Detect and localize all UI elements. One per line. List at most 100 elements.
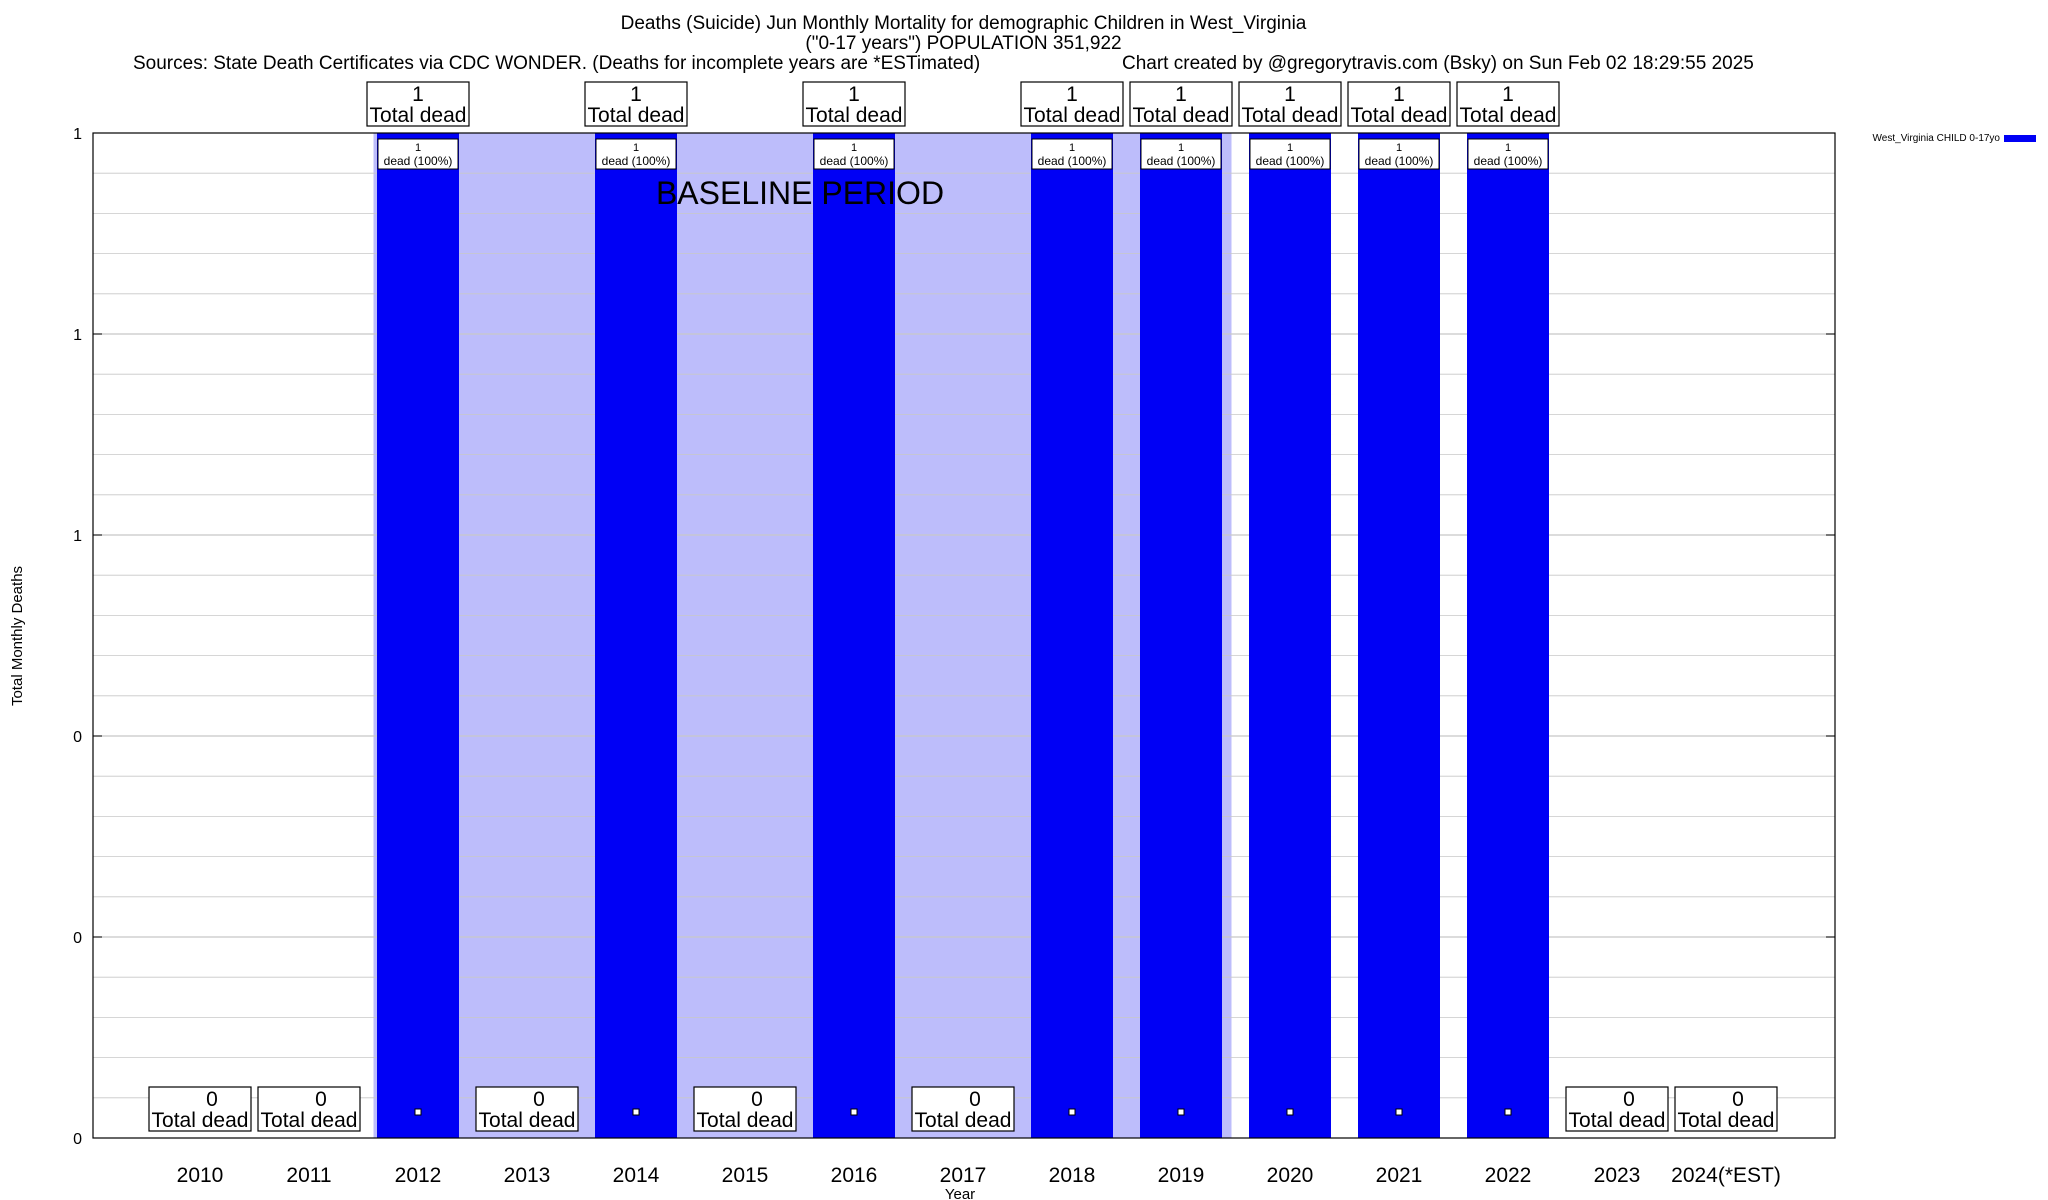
inner-caption-2012: dead (100%) xyxy=(384,154,453,168)
x-tick-label-2021: 2021 xyxy=(1376,1164,1423,1187)
sources-note: Sources: State Death Certificates via CD… xyxy=(133,53,981,74)
total-label-box-2022 xyxy=(1456,81,1560,127)
x-marker-2022 xyxy=(1504,1108,1512,1116)
y-tick-label: 0 xyxy=(73,930,82,947)
inner-label-box-2014 xyxy=(595,138,677,170)
total-label-box-2013 xyxy=(475,1086,579,1132)
inner-value-2019: 1 xyxy=(1178,142,1184,154)
inner-value-2018: 1 xyxy=(1069,142,1075,154)
total-caption-2022: Total dead xyxy=(1460,104,1557,127)
inner-label-box-2020 xyxy=(1249,138,1331,170)
x-tick-label-2020: 2020 xyxy=(1267,1164,1314,1187)
inner-label-box-2019 xyxy=(1140,138,1222,170)
total-label-box-2016 xyxy=(802,81,906,127)
total-label-box-2011 xyxy=(257,1086,361,1132)
inner-label-box-2021 xyxy=(1358,138,1440,170)
total-value-2011: 0 xyxy=(315,1088,327,1111)
total-caption-2024(*EST): Total dead xyxy=(1678,1109,1775,1132)
plot-border xyxy=(92,132,1836,1139)
legend-label: West_Virginia CHILD 0-17yo xyxy=(1873,133,2001,144)
inner-caption-2019: dead (100%) xyxy=(1147,154,1216,168)
y-tick-label: 0 xyxy=(73,729,82,746)
inner-label-box-2016 xyxy=(813,138,895,170)
total-value-2022: 1 xyxy=(1502,83,1514,106)
inner-value-2021: 1 xyxy=(1396,142,1402,154)
inner-label-box-2022 xyxy=(1467,138,1549,170)
total-caption-2023: Total dead xyxy=(1569,1109,1666,1132)
total-caption-2010: Total dead xyxy=(152,1109,249,1132)
total-label-box-2024(*EST) xyxy=(1674,1086,1778,1132)
x-tick-label-2019: 2019 xyxy=(1158,1164,1205,1187)
legend-swatch xyxy=(2004,135,2036,142)
total-label-box-2023 xyxy=(1565,1086,1669,1132)
x-marker-2021 xyxy=(1395,1108,1403,1116)
chart-title: Deaths (Suicide) Jun Monthly Mortality f… xyxy=(620,13,1307,34)
inner-caption-2022: dead (100%) xyxy=(1474,154,1543,168)
total-caption-2018: Total dead xyxy=(1024,104,1121,127)
x-tick-label-2015: 2015 xyxy=(722,1164,769,1187)
total-caption-2015: Total dead xyxy=(697,1109,794,1132)
total-caption-2020: Total dead xyxy=(1242,104,1339,127)
inner-caption-2018: dead (100%) xyxy=(1038,154,1107,168)
total-label-box-2019 xyxy=(1129,81,1233,127)
inner-value-2014: 1 xyxy=(633,142,639,154)
y-tick-label: 0 xyxy=(73,1131,82,1148)
bar-2022 xyxy=(1467,133,1549,1138)
total-value-2020: 1 xyxy=(1284,83,1296,106)
x-tick-label-2018: 2018 xyxy=(1049,1164,1096,1187)
inner-value-2016: 1 xyxy=(851,142,857,154)
bar-2014 xyxy=(595,133,677,1138)
x-marker-2019 xyxy=(1177,1108,1185,1116)
total-label-box-2018 xyxy=(1020,81,1124,127)
bar-2020 xyxy=(1249,133,1331,1138)
total-value-2023: 0 xyxy=(1623,1088,1635,1111)
x-tick-label-2012: 2012 xyxy=(395,1164,442,1187)
bar-2021 xyxy=(1358,133,1440,1138)
x-marker-2014 xyxy=(632,1108,640,1116)
x-tick-label-2014: 2014 xyxy=(613,1164,660,1187)
total-value-2010: 0 xyxy=(206,1088,218,1111)
x-axis-label: Year xyxy=(945,1186,975,1200)
total-label-box-2012 xyxy=(366,81,470,127)
bar-2016 xyxy=(813,133,895,1138)
x-marker-2016 xyxy=(850,1108,858,1116)
inner-value-2020: 1 xyxy=(1287,142,1293,154)
inner-caption-2016: dead (100%) xyxy=(820,154,889,168)
inner-label-box-2018 xyxy=(1031,138,1113,170)
total-caption-2014: Total dead xyxy=(588,104,685,127)
inner-caption-2020: dead (100%) xyxy=(1256,154,1325,168)
x-tick-label-2016: 2016 xyxy=(831,1164,878,1187)
total-caption-2011: Total dead xyxy=(261,1109,358,1132)
total-label-box-2021 xyxy=(1347,81,1451,127)
x-marker-2018 xyxy=(1068,1108,1076,1116)
x-marker-2020 xyxy=(1286,1108,1294,1116)
bar-2018 xyxy=(1031,133,1113,1138)
total-value-2017: 0 xyxy=(969,1088,981,1111)
total-label-box-2017 xyxy=(911,1086,1015,1132)
inner-caption-2014: dead (100%) xyxy=(602,154,671,168)
x-tick-label-2010: 2010 xyxy=(177,1164,224,1187)
x-tick-label-2013: 2013 xyxy=(504,1164,551,1187)
y-tick-label: 1 xyxy=(73,327,82,344)
total-caption-2012: Total dead xyxy=(370,104,467,127)
total-caption-2017: Total dead xyxy=(915,1109,1012,1132)
inner-label-box-2012 xyxy=(377,138,459,170)
total-label-box-2014 xyxy=(584,81,688,127)
chart-subtitle: ("0-17 years") POPULATION 351,922 xyxy=(805,33,1122,54)
baseline-period-label: BASELINE PERIOD xyxy=(656,175,944,211)
x-tick-label-2023: 2023 xyxy=(1594,1164,1641,1187)
total-value-2018: 1 xyxy=(1066,83,1078,106)
x-marker-2012 xyxy=(414,1108,422,1116)
inner-value-2022: 1 xyxy=(1505,142,1511,154)
total-value-2016: 1 xyxy=(848,83,860,106)
chart-credit: Chart created by @gregorytravis.com (Bsk… xyxy=(1122,53,1754,74)
total-value-2012: 1 xyxy=(412,83,424,106)
x-tick-label-2017: 2017 xyxy=(940,1164,987,1187)
x-tick-label-2024(*EST): 2024(*EST) xyxy=(1671,1164,1781,1187)
total-value-2021: 1 xyxy=(1393,83,1405,106)
total-caption-2013: Total dead xyxy=(479,1109,576,1132)
total-value-2024(*EST): 0 xyxy=(1732,1088,1744,1111)
total-label-box-2015 xyxy=(693,1086,797,1132)
bar-2012 xyxy=(377,133,459,1138)
